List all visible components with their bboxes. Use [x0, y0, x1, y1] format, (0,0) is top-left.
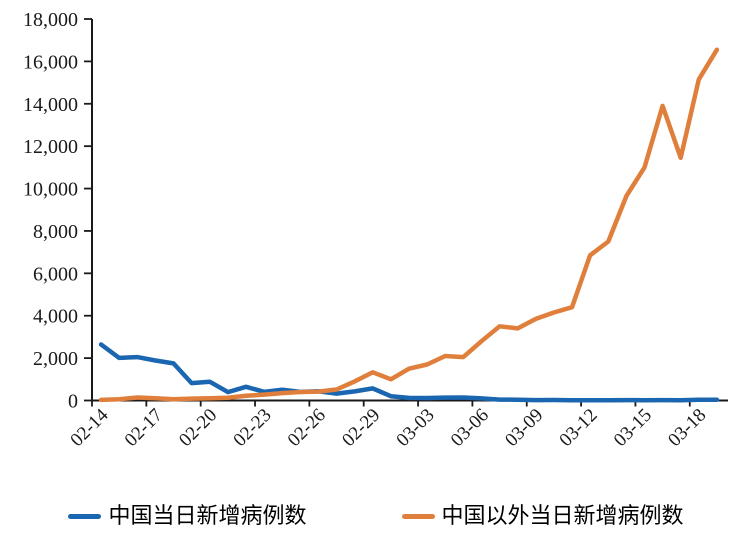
y-axis-label: 8,000	[33, 221, 78, 243]
y-axis-label: 14,000	[23, 94, 78, 116]
chart-legend: 中国当日新增病例数 中国以外当日新增病例数	[0, 503, 752, 529]
legend-item-outside-china: 中国以外当日新增病例数	[401, 503, 684, 529]
y-axis-label: 16,000	[23, 51, 78, 73]
series-line-china	[98, 342, 720, 403]
x-axis-label: 03-12	[555, 405, 601, 451]
legend-line-swatch-outside-china	[401, 513, 435, 519]
y-axis-label: 12,000	[23, 136, 78, 158]
y-axis-label: 10,000	[23, 179, 78, 201]
legend-label-outside-china: 中国以外当日新增病例数	[441, 503, 684, 528]
y-axis-label: 2,000	[33, 348, 78, 370]
x-axis-label: 03-09	[501, 405, 547, 451]
line-chart-plot-area: 0 2,000 4,000 6,000 8,000 10,000 12,000 14,000 1…	[23, 9, 728, 451]
legend-line-swatch-china	[68, 513, 102, 519]
y-axis-label: 4,000	[33, 306, 78, 328]
x-axis-label: 02-23	[229, 405, 275, 451]
y-axis-label: 6,000	[33, 263, 78, 285]
x-axis-label: 02-29	[338, 405, 384, 451]
x-axis-label: 02-20	[175, 405, 221, 451]
axis-lines	[91, 19, 728, 402]
y-axis-label: 0	[68, 391, 78, 413]
x-axis-label: 03-06	[447, 405, 493, 451]
legend-label-china: 中国当日新增病例数	[108, 503, 307, 528]
legend-item-china: 中国当日新增病例数	[68, 503, 307, 529]
series-line-outside-china	[98, 47, 720, 403]
y-axis-label: 18,000	[23, 9, 78, 31]
x-axis-label: 03-18	[664, 405, 710, 451]
x-axis-label: 02-17	[121, 405, 167, 451]
x-axis-label: 03-15	[610, 405, 656, 451]
x-axis-label: 02-26	[284, 405, 330, 451]
x-axis-label: 03-03	[392, 405, 438, 451]
